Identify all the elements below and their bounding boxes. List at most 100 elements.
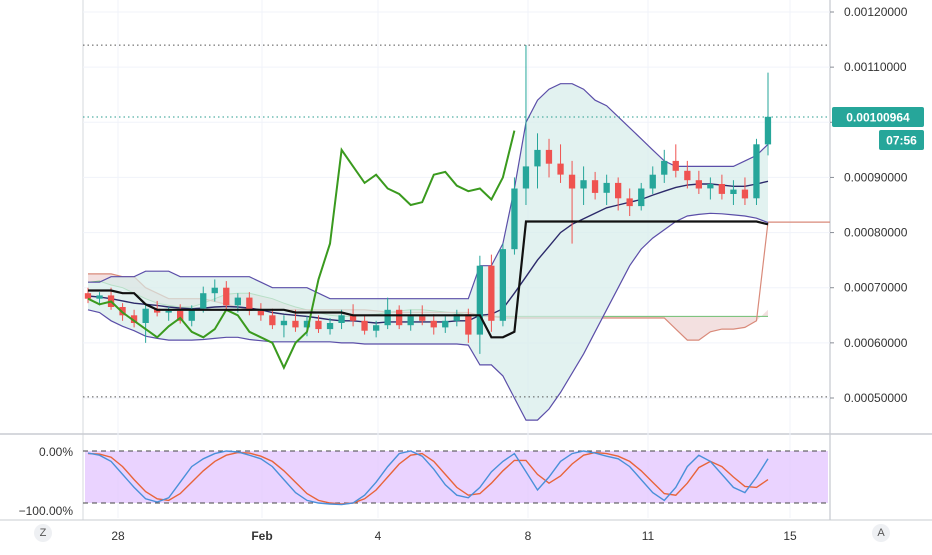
countdown-badge bbox=[879, 130, 924, 150]
time-tick-label-2: 4 bbox=[375, 529, 382, 543]
candle-body-40 bbox=[545, 149, 553, 164]
candle-body-24 bbox=[361, 320, 368, 331]
price-tick-label-4: 0.00080000 bbox=[844, 226, 908, 240]
candle-28 bbox=[407, 309, 414, 331]
candle-52 bbox=[684, 160, 691, 189]
candle-14 bbox=[246, 292, 253, 316]
candle-37 bbox=[511, 177, 518, 255]
candle-43 bbox=[580, 166, 587, 205]
last-price-label: 0.00100964 bbox=[846, 111, 910, 125]
candle-body-37 bbox=[511, 188, 518, 250]
candle-body-27 bbox=[396, 309, 403, 326]
candle-body-43 bbox=[580, 180, 587, 189]
candle-24 bbox=[361, 315, 368, 335]
candle-26 bbox=[384, 297, 391, 330]
candle-body-48 bbox=[638, 188, 645, 207]
candle-body-28 bbox=[407, 316, 414, 326]
candle-body-29 bbox=[419, 316, 426, 321]
candle-body-1 bbox=[96, 295, 103, 299]
candle-body-31 bbox=[442, 320, 449, 328]
candle-body-11 bbox=[211, 287, 218, 294]
bollinger-fill bbox=[88, 83, 768, 421]
oscillator-d-line bbox=[87, 451, 769, 505]
candle-body-16 bbox=[269, 315, 276, 326]
candle-body-19 bbox=[303, 320, 311, 328]
candle-body-9 bbox=[188, 308, 195, 321]
candle-5 bbox=[142, 305, 149, 343]
candle-body-41 bbox=[557, 163, 564, 175]
candle-49 bbox=[649, 166, 656, 194]
lagging-span-line bbox=[87, 130, 516, 371]
candle-36 bbox=[499, 243, 506, 327]
price-tick-label-0: 0.00120000 bbox=[844, 5, 908, 19]
candle-body-22 bbox=[338, 315, 345, 323]
candle-body-30 bbox=[430, 320, 437, 328]
timezone-button[interactable]: Z bbox=[34, 524, 52, 542]
candle-body-52 bbox=[684, 170, 691, 181]
last-price-badge bbox=[832, 107, 924, 127]
countdown-label: 07:56 bbox=[886, 134, 917, 148]
candle-51 bbox=[672, 144, 679, 178]
candle-31 bbox=[442, 316, 449, 333]
candle-body-58 bbox=[753, 144, 760, 199]
candle-25 bbox=[373, 320, 380, 338]
candle-27 bbox=[396, 305, 403, 330]
candle-body-49 bbox=[649, 174, 656, 189]
candle-body-14 bbox=[246, 297, 253, 311]
candle-46 bbox=[615, 177, 622, 211]
time-tick-label-0: 28 bbox=[111, 529, 125, 543]
candle-11 bbox=[211, 279, 218, 302]
candle-body-10 bbox=[200, 293, 207, 309]
candle-4 bbox=[130, 309, 138, 328]
time-tick-label-3: 8 bbox=[525, 529, 532, 543]
candle-body-26 bbox=[384, 309, 391, 326]
bollinger-bands bbox=[87, 83, 769, 421]
candle-body-42 bbox=[568, 174, 576, 189]
candle-body-57 bbox=[741, 189, 749, 199]
price-tick-label-5: 0.00070000 bbox=[844, 281, 908, 295]
candle-body-17 bbox=[280, 320, 288, 326]
candle-body-56 bbox=[730, 189, 737, 194]
candle-body-38 bbox=[522, 166, 530, 189]
price-tick-label-7: 0.00050000 bbox=[844, 391, 908, 405]
candle-38 bbox=[522, 45, 530, 205]
candle-body-15 bbox=[257, 310, 264, 316]
candle-body-45 bbox=[603, 182, 610, 193]
candle-body-13 bbox=[234, 297, 241, 306]
candle-body-47 bbox=[626, 198, 633, 207]
candle-body-51 bbox=[672, 160, 679, 171]
candle-8 bbox=[177, 304, 184, 324]
price-tick-label-3: 0.00090000 bbox=[844, 170, 908, 184]
candle-body-0 bbox=[84, 293, 92, 299]
candle-30 bbox=[430, 314, 437, 335]
candle-body-7 bbox=[165, 310, 172, 313]
candle-body-44 bbox=[591, 180, 599, 193]
horizontal-levels bbox=[83, 44, 830, 398]
candle-body-33 bbox=[465, 314, 472, 335]
price-tick-label-6: 0.00060000 bbox=[844, 336, 908, 350]
candle-body-46 bbox=[615, 182, 622, 199]
candle-21 bbox=[326, 318, 334, 335]
oscillator-k-line bbox=[87, 450, 769, 506]
candle-body-50 bbox=[661, 160, 668, 175]
oscillator-tick-label-0: 0.00% bbox=[39, 445, 73, 459]
candle-body-36 bbox=[499, 249, 506, 321]
candle-body-12 bbox=[223, 287, 230, 306]
candle-body-59 bbox=[764, 116, 772, 145]
candle-body-53 bbox=[695, 180, 702, 189]
candle-56 bbox=[730, 180, 737, 205]
auto-scale-button[interactable]: A bbox=[872, 524, 890, 542]
candle-body-34 bbox=[476, 265, 483, 335]
candle-35 bbox=[488, 254, 495, 332]
candle-body-5 bbox=[142, 308, 149, 323]
candle-57 bbox=[741, 177, 749, 205]
candle-53 bbox=[695, 170, 702, 194]
bollinger-lower bbox=[87, 212, 769, 421]
candle-59 bbox=[764, 72, 772, 156]
candle-10 bbox=[200, 286, 207, 313]
candle-body-23 bbox=[349, 315, 357, 321]
cloud-fill bbox=[88, 273, 768, 341]
candle-body-35 bbox=[488, 265, 495, 321]
